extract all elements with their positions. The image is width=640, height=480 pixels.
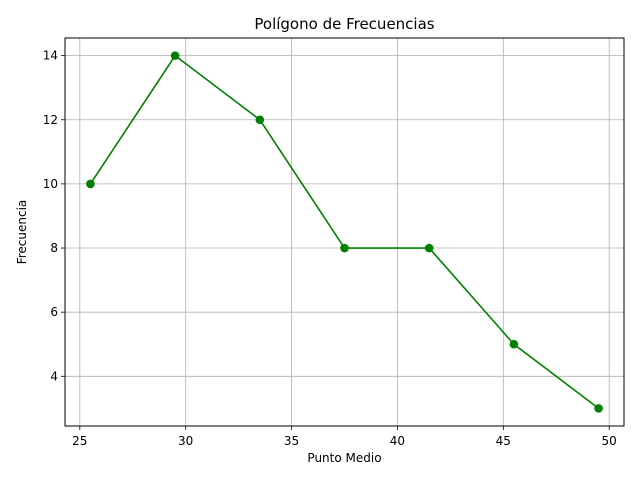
chart-title: Polígono de Frecuencias — [254, 15, 434, 33]
y-tick-label: 10 — [43, 177, 58, 191]
x-tick-label: 40 — [390, 434, 405, 448]
x-tick-label: 25 — [72, 434, 87, 448]
data-point — [594, 404, 603, 413]
axis-ticks: 25 30 35 40 45 50 4 6 8 10 12 14 — [43, 49, 617, 448]
data-point — [424, 243, 434, 253]
y-tick-label: 12 — [43, 113, 58, 127]
y-tick-label: 14 — [43, 49, 58, 63]
x-tick-label: 30 — [178, 434, 193, 448]
x-tick-label: 35 — [284, 434, 299, 448]
y-tick-label: 4 — [50, 369, 58, 383]
data-point — [86, 179, 95, 189]
y-axis-label: Frecuencia — [15, 200, 29, 265]
y-tick-label: 8 — [50, 241, 58, 255]
x-tick-label: 45 — [496, 434, 511, 448]
y-tick-label: 6 — [50, 305, 58, 319]
x-axis-label: Punto Medio — [307, 451, 381, 465]
series-layer — [86, 51, 603, 413]
data-point — [340, 243, 349, 253]
data-point — [255, 115, 265, 125]
data-point — [509, 339, 519, 349]
x-tick-label: 50 — [602, 434, 617, 448]
data-point — [170, 51, 180, 60]
plot-area — [64, 37, 625, 427]
